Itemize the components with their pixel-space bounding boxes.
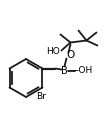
Text: HO: HO [47, 47, 60, 56]
Text: −OH: −OH [71, 66, 92, 75]
Text: B: B [61, 66, 68, 75]
Text: O: O [66, 51, 75, 60]
Text: Br: Br [36, 92, 46, 101]
